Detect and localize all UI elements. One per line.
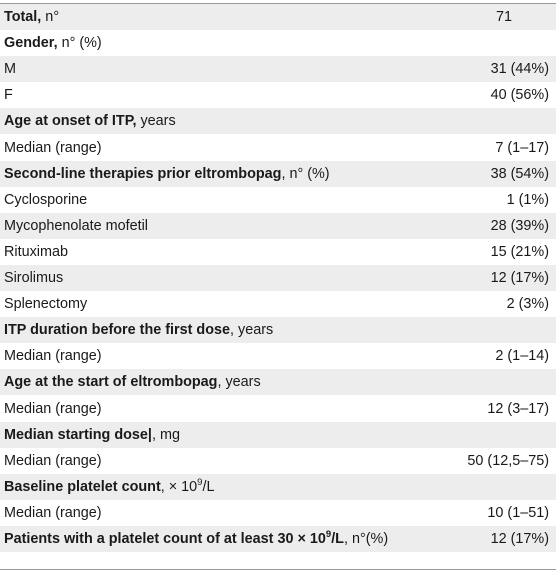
row-label: Median (range): [4, 348, 102, 364]
row-label-bold: Median starting dose|: [4, 426, 152, 443]
row-value: 40 (56%): [490, 87, 549, 104]
row-label: Median (range): [4, 140, 102, 156]
row-value: 12 (17%): [490, 531, 549, 547]
row-label: Mycophenolate mofetil: [4, 218, 148, 234]
row-label-bold: Total,: [4, 9, 42, 25]
row-label-bold: Age at the start of eltrombopag: [4, 374, 218, 391]
row-value: 2 (1–14): [495, 348, 549, 365]
row-label-text: Sirolimus: [4, 270, 64, 286]
row-label-text: n°: [41, 9, 60, 25]
row-label: Median (range): [4, 505, 102, 521]
row-label-text: F: [4, 87, 13, 104]
row-label: Cyclosporine: [4, 192, 87, 208]
table-row: Age at onset of ITP, years: [0, 108, 556, 135]
top-rule: [0, 3, 556, 4]
table-row: Median starting dose|, mg: [0, 421, 556, 448]
row-label-text: Splenectomy: [4, 296, 88, 313]
table-row: Median (range) 7 (1–17): [0, 135, 556, 161]
row-label-text-2: /L: [202, 478, 215, 495]
row-label-text: , years: [230, 322, 274, 339]
row-label: Age at the start of eltrombopag, years: [4, 374, 261, 390]
row-label: Median (range): [4, 401, 102, 417]
table-row: Median (range) 50 (12,5–75): [0, 448, 556, 474]
row-label: M: [4, 61, 16, 77]
table-row: Age at the start of eltrombopag, years: [0, 369, 556, 396]
row-label-bold: Second-line therapies prior eltrombopag: [4, 165, 282, 182]
row-label-text: Median (range): [4, 400, 102, 417]
row-label: Gender, n° (%): [4, 35, 102, 51]
row-label-text: Median (range): [4, 139, 102, 156]
row-label: Baseline platelet count, × 109/L: [4, 476, 215, 495]
table-row: Second-line therapies prior eltrombopag,…: [0, 160, 556, 187]
table-row: Cyclosporine 1 (1%): [0, 187, 556, 213]
row-value: 31 (44%): [490, 61, 549, 78]
row-label-text: , n°(%): [343, 531, 389, 547]
row-label: Splenectomy: [4, 296, 87, 312]
row-label-text: n° (%): [57, 35, 102, 52]
row-label-text: , mg: [151, 426, 180, 443]
row-value: 1 (1%): [506, 191, 549, 208]
table-row: Median (range) 10 (1–51): [0, 500, 556, 526]
row-label-sup: 9: [197, 476, 203, 488]
row-label-bold: Gender,: [4, 35, 58, 52]
table-row: Rituximab 15 (21%): [0, 239, 556, 265]
row-label: Median starting dose|, mg: [4, 427, 180, 443]
row-label-bold-2: /L: [331, 531, 344, 547]
row-label: Age at onset of ITP, years: [4, 113, 176, 129]
row-value: 10 (1–51): [487, 504, 549, 521]
table-row: Total, n° 71: [0, 4, 556, 30]
row-label-text: Rituximab: [4, 243, 68, 260]
row-label-bold: Age at onset of ITP,: [4, 113, 137, 130]
row-label: Sirolimus: [4, 270, 63, 286]
row-value: 28 (39%): [490, 217, 549, 234]
table-row: Sirolimus 12 (17%): [0, 265, 556, 291]
row-label-text: Median (range): [4, 348, 102, 365]
row-label-text: Median (range): [4, 452, 102, 469]
row-label: F: [4, 87, 13, 103]
bottom-rule: [0, 569, 556, 570]
row-label-text: Mycophenolate mofetil: [4, 217, 148, 234]
table-row: Gender, n° (%): [0, 30, 556, 56]
row-label-text: , × 10: [160, 478, 198, 495]
row-label-text: years: [136, 113, 176, 130]
table-row: F 40 (56%): [0, 82, 556, 108]
row-label: Second-line therapies prior eltrombopag,…: [4, 166, 330, 182]
table-row: Median (range) 12 (3–17): [0, 396, 556, 422]
row-label: ITP duration before the first dose, year…: [4, 322, 273, 338]
table-row: Mycophenolate mofetil 28 (39%): [0, 212, 556, 239]
row-label: Patients with a platelet count of at lea…: [4, 529, 389, 547]
row-label-text: Median (range): [4, 504, 102, 521]
row-label-text: , years: [217, 374, 261, 391]
row-label-bold: Baseline platelet count: [4, 478, 161, 495]
row-label-bold-sup: 9: [325, 529, 332, 540]
row-value: 38 (54%): [490, 165, 549, 182]
row-value: 2 (3%): [506, 296, 549, 313]
row-label: Median (range): [4, 453, 102, 469]
table-row: Median (range) 2 (1–14): [0, 343, 556, 369]
row-value: 7 (1–17): [495, 139, 549, 156]
table-row: ITP duration before the first dose, year…: [0, 317, 556, 344]
row-value: 15 (21%): [490, 243, 549, 260]
row-value: 12 (3–17): [487, 400, 549, 417]
row-value: 12 (17%): [490, 270, 549, 286]
row-label-text: M: [4, 61, 16, 78]
row-label-text: , n° (%): [281, 165, 330, 182]
row-label-text: Cyclosporine: [4, 191, 88, 208]
table-row: Baseline platelet count, × 109/L: [0, 473, 556, 500]
row-value: 50 (12,5–75): [467, 452, 549, 469]
table-row: Splenectomy 2 (3%): [0, 291, 556, 317]
row-label: Total, n°: [4, 9, 59, 25]
table-row: Patients with a platelet count of at lea…: [0, 526, 556, 552]
row-label: Rituximab: [4, 244, 68, 260]
row-label-bold: ITP duration before the first dose: [4, 322, 231, 339]
row-label-bold: Patients with a platelet count of at lea…: [4, 531, 326, 547]
row-value: 71: [495, 9, 512, 25]
table-row: M 31 (44%): [0, 56, 556, 83]
